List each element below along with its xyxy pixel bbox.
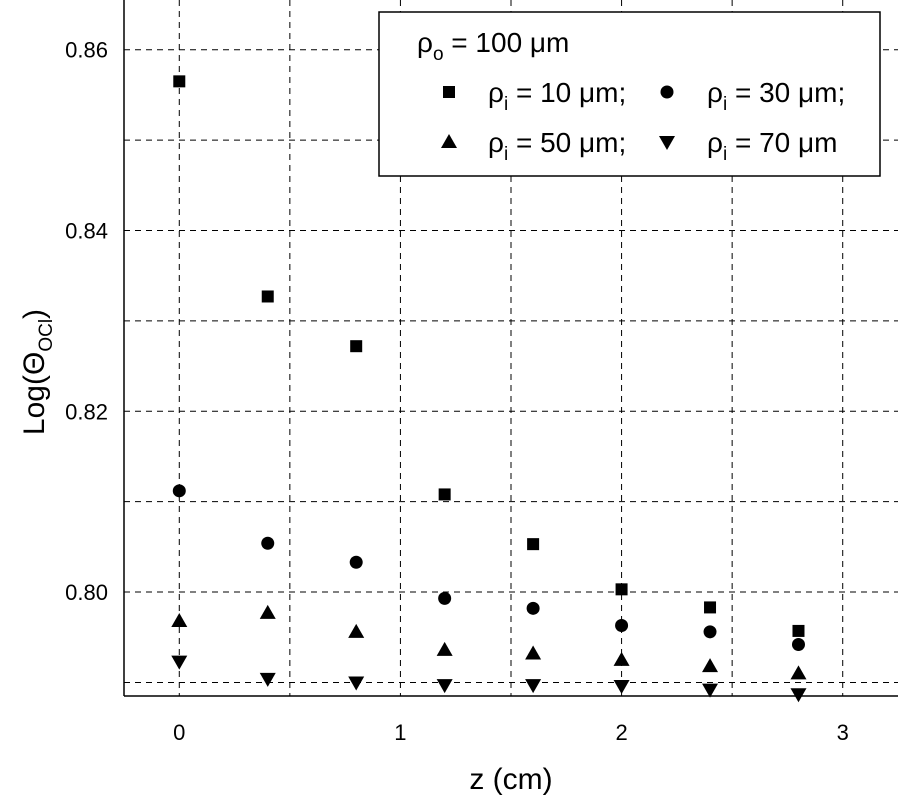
data-point-circle bbox=[615, 618, 629, 632]
data-point-square bbox=[261, 290, 274, 303]
legend-header: ρo = 100 μm bbox=[417, 27, 569, 65]
data-markers bbox=[171, 75, 807, 703]
data-point-square bbox=[173, 75, 186, 88]
legend-label-square: ρi = 10 μm; bbox=[488, 77, 626, 115]
x-tick-label: 2 bbox=[615, 720, 627, 745]
legend-entry-circle: ρi = 30 μm; bbox=[660, 77, 845, 115]
legend-label-base: ρ bbox=[488, 127, 504, 158]
legend-label-base: ρ bbox=[707, 127, 723, 158]
data-point-triangle-down bbox=[613, 680, 630, 695]
legend-label-sub: i bbox=[723, 94, 727, 115]
tick-labels: 0 1 2 3 0.80 0.82 0.84 0.86 bbox=[65, 38, 849, 745]
data-point-triangle-up bbox=[171, 612, 188, 627]
legend-symbol-triangle-up bbox=[441, 134, 457, 148]
legend: ρo = 100 μm ρi = 10 μm; ρi = 30 μm; ρi =… bbox=[378, 11, 881, 177]
y-tick-label: 0.82 bbox=[65, 399, 108, 424]
y-axis-label: Log(ΘOCl) bbox=[18, 309, 57, 435]
legend-label-sub: i bbox=[504, 94, 508, 115]
data-point-square bbox=[350, 340, 363, 353]
legend-label-base: ρ bbox=[707, 77, 723, 108]
series-square bbox=[173, 75, 805, 637]
legend-header-sub: o bbox=[433, 44, 444, 65]
data-point-circle bbox=[438, 591, 452, 605]
data-point-square bbox=[704, 601, 717, 614]
series-circle bbox=[172, 484, 805, 651]
legend-label-sub: i bbox=[723, 144, 727, 165]
legend-label-rest: = 70 μm bbox=[727, 127, 837, 158]
legend-label-triangle-down: ρi = 70 μm bbox=[707, 127, 837, 165]
x-axis-label: z (cm) bbox=[469, 763, 552, 796]
y-axis-label-main: Log( bbox=[18, 375, 51, 435]
data-point-triangle-up bbox=[613, 651, 630, 666]
series-triangle-up bbox=[171, 604, 807, 680]
y-tick-label: 0.84 bbox=[65, 218, 108, 243]
legend-label-circle: ρi = 30 μm; bbox=[707, 77, 845, 115]
data-point-circle bbox=[703, 625, 717, 639]
data-point-triangle-down bbox=[259, 672, 276, 687]
data-point-triangle-down bbox=[171, 655, 188, 670]
legend-header-rest: = 100 μm bbox=[444, 27, 570, 58]
legend-header-base: ρ bbox=[417, 27, 433, 58]
data-point-triangle-down bbox=[348, 676, 365, 691]
legend-marker-circle bbox=[660, 85, 674, 99]
legend-label-rest: = 10 μm; bbox=[508, 77, 626, 108]
data-point-triangle-down bbox=[525, 679, 542, 694]
legend-label-rest: = 50 μm; bbox=[508, 127, 626, 158]
data-point-square bbox=[792, 624, 805, 637]
axes bbox=[123, 0, 898, 697]
legend-label-sub: i bbox=[504, 144, 508, 165]
data-point-triangle-up bbox=[348, 623, 365, 638]
y-tick-label: 0.86 bbox=[65, 38, 108, 63]
data-point-triangle-up bbox=[436, 641, 453, 656]
legend-label-base: ρ bbox=[488, 77, 504, 108]
x-tick-label: 1 bbox=[394, 720, 406, 745]
data-point-square bbox=[615, 583, 628, 596]
legend-box bbox=[378, 11, 881, 177]
data-point-triangle-down bbox=[790, 688, 807, 703]
y-tick-label: 0.80 bbox=[65, 580, 108, 605]
y-axis-label-close: ) bbox=[18, 309, 51, 319]
x-tick-label: 0 bbox=[173, 720, 185, 745]
series-triangle-down bbox=[171, 655, 807, 703]
legend-label-triangle-up: ρi = 50 μm; bbox=[488, 127, 626, 165]
data-point-triangle-up bbox=[702, 658, 719, 673]
data-point-circle bbox=[791, 637, 805, 651]
data-point-triangle-up bbox=[790, 665, 807, 680]
legend-entry-triangle-down: ρi = 70 μm bbox=[659, 127, 837, 165]
legend-label-rest: = 30 μm; bbox=[727, 77, 845, 108]
data-point-circle bbox=[172, 484, 186, 498]
data-point-triangle-down bbox=[702, 683, 719, 698]
data-point-circle bbox=[261, 536, 275, 550]
data-point-circle bbox=[526, 601, 540, 615]
legend-marker-triangle-up bbox=[441, 134, 457, 148]
data-point-triangle-up bbox=[259, 604, 276, 619]
legend-marker-square bbox=[443, 86, 455, 98]
x-tick-label: 3 bbox=[837, 720, 849, 745]
legend-symbol-triangle-down bbox=[659, 136, 675, 150]
data-point-square bbox=[527, 538, 540, 551]
y-axis-label-symbol: Θ bbox=[18, 352, 51, 375]
data-point-triangle-down bbox=[436, 679, 453, 694]
data-point-triangle-up bbox=[525, 645, 542, 660]
y-axis-label-sub: OCl bbox=[36, 319, 57, 352]
legend-symbol-square bbox=[443, 86, 455, 98]
legend-entry-triangle-up: ρi = 50 μm; bbox=[441, 127, 626, 165]
legend-marker-triangle-down bbox=[659, 136, 675, 150]
legend-symbol-circle bbox=[660, 85, 674, 99]
data-point-square bbox=[438, 488, 451, 501]
legend-entry-square: ρi = 10 μm; bbox=[443, 77, 626, 115]
data-point-circle bbox=[349, 555, 363, 569]
